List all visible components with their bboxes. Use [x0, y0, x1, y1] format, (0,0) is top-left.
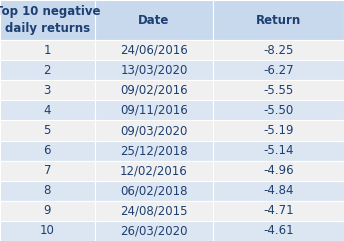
Text: 09/02/2016: 09/02/2016 [120, 84, 188, 97]
Bar [0, 40, 95, 60]
Text: 2: 2 [44, 64, 51, 77]
Text: Top 10 negative
daily returns: Top 10 negative daily returns [0, 5, 100, 35]
Bar [95, 201, 213, 221]
Text: -6.27: -6.27 [263, 64, 294, 77]
Bar [213, 40, 344, 60]
Text: 8: 8 [44, 184, 51, 197]
Bar [95, 40, 213, 60]
Text: -5.55: -5.55 [264, 84, 294, 97]
Bar [213, 80, 344, 100]
Text: 09/11/2016: 09/11/2016 [120, 104, 188, 117]
Bar [0, 141, 95, 161]
Bar [213, 161, 344, 181]
Bar [0, 100, 95, 120]
Text: 1: 1 [44, 44, 51, 57]
Bar [95, 100, 213, 120]
Text: 10: 10 [40, 224, 55, 237]
Bar [0, 201, 95, 221]
Bar [95, 141, 213, 161]
Text: 25/12/2018: 25/12/2018 [120, 144, 188, 157]
Text: 24/08/2015: 24/08/2015 [120, 204, 188, 217]
Bar [0, 221, 95, 241]
Text: Return: Return [256, 13, 301, 27]
Bar [95, 181, 213, 201]
Bar [213, 181, 344, 201]
Text: -8.25: -8.25 [264, 44, 294, 57]
Text: 06/02/2018: 06/02/2018 [120, 184, 188, 197]
Text: -4.61: -4.61 [263, 224, 294, 237]
Text: 13/03/2020: 13/03/2020 [120, 64, 187, 77]
Bar [213, 141, 344, 161]
Bar [213, 120, 344, 141]
Text: -4.96: -4.96 [263, 164, 294, 177]
Bar [0, 120, 95, 141]
Text: 7: 7 [44, 164, 51, 177]
Bar [95, 221, 213, 241]
Text: -5.19: -5.19 [264, 124, 294, 137]
Bar [0, 80, 95, 100]
Bar [213, 0, 344, 40]
Text: 12/02/2016: 12/02/2016 [120, 164, 188, 177]
Bar [95, 0, 213, 40]
Bar [213, 100, 344, 120]
Bar [95, 60, 213, 80]
Bar [0, 60, 95, 80]
Bar [213, 60, 344, 80]
Text: 24/06/2016: 24/06/2016 [120, 44, 188, 57]
Bar [0, 0, 95, 40]
Bar [0, 181, 95, 201]
Bar [95, 80, 213, 100]
Text: Date: Date [138, 13, 170, 27]
Bar [213, 201, 344, 221]
Text: 4: 4 [44, 104, 51, 117]
Bar [95, 161, 213, 181]
Text: 26/03/2020: 26/03/2020 [120, 224, 188, 237]
Text: 6: 6 [44, 144, 51, 157]
Bar [0, 161, 95, 181]
Text: 9: 9 [44, 204, 51, 217]
Text: 3: 3 [44, 84, 51, 97]
Text: 09/03/2020: 09/03/2020 [120, 124, 187, 137]
Text: 5: 5 [44, 124, 51, 137]
Bar [95, 120, 213, 141]
Text: -4.71: -4.71 [263, 204, 294, 217]
Text: -5.50: -5.50 [264, 104, 294, 117]
Bar [213, 221, 344, 241]
Text: -5.14: -5.14 [264, 144, 294, 157]
Text: -4.84: -4.84 [264, 184, 294, 197]
